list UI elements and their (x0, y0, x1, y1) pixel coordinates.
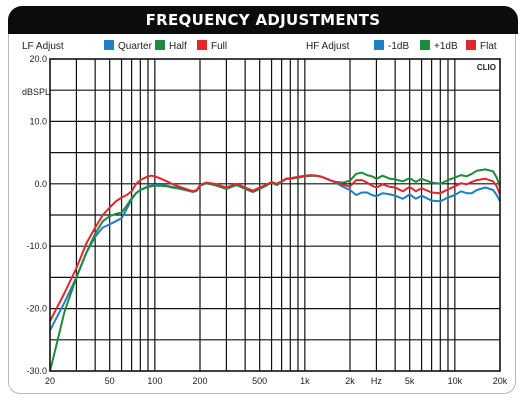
y-tick-label: 20.0 (29, 54, 47, 64)
y-tick-label: -10.0 (26, 241, 47, 251)
y-tick-label: 10.0 (29, 116, 47, 126)
legend-swatch (466, 40, 476, 50)
y-tick-label: -20.0 (26, 304, 47, 314)
y-tick-label: -30.0 (26, 366, 47, 376)
chart-title: FREQUENCY ADJUSTMENTS (145, 11, 381, 29)
y-tick-labels: 20.0 10.0 0.0 -10.0 -20.0 -30.0 (26, 54, 47, 376)
series-group (49, 168, 501, 372)
x-tick-label: 100 (147, 376, 162, 386)
x-tick-label: 500 (252, 376, 267, 386)
x-tick-label: 10k (448, 376, 463, 386)
legend-hf-items: -1dB +1dB Flat (374, 40, 497, 52)
legend-item-label: Full (211, 41, 227, 52)
x-tick-label: 20k (493, 376, 508, 386)
title-bar: FREQUENCY ADJUSTMENTS (8, 6, 518, 34)
legend-swatch (374, 40, 384, 50)
legend-swatch (420, 40, 430, 50)
clio-brand-label: CLIO (477, 63, 496, 72)
x-tick-label: 2k (345, 376, 355, 386)
legend-item-label: Quarter (118, 41, 153, 52)
x-tick-label: 5k (405, 376, 415, 386)
legend-swatch (104, 40, 114, 50)
legend-lf-title: LF Adjust (22, 41, 64, 52)
x-axis-label: Hz (371, 376, 382, 386)
x-tick-label: 200 (192, 376, 207, 386)
legend-lf-items: Quarter Half Full (104, 40, 227, 52)
legend: LF Adjust Quarter Half Full HF Adjust -1dB… (22, 40, 497, 52)
legend-swatch (197, 40, 207, 50)
legend-item-label: +1dB (434, 41, 458, 52)
legend-item-label: Flat (480, 41, 497, 52)
legend-item-label: Half (169, 41, 187, 52)
legend-swatch (155, 40, 165, 50)
y-tick-label: 0.0 (34, 179, 47, 189)
x-tick-label: 20 (45, 376, 55, 386)
x-tick-label: 1k (300, 376, 310, 386)
grid-lines (50, 59, 500, 371)
x-tick-labels: 20 50 100 200 500 1k 2k 5k 10k 20k (45, 376, 508, 386)
series-line-full (49, 174, 501, 322)
legend-hf-title: HF Adjust (306, 41, 350, 52)
x-tick-label: 50 (105, 376, 115, 386)
legend-item-label: -1dB (388, 41, 409, 52)
plot-border (49, 58, 501, 372)
y-axis-label: dBSPL (22, 87, 50, 97)
